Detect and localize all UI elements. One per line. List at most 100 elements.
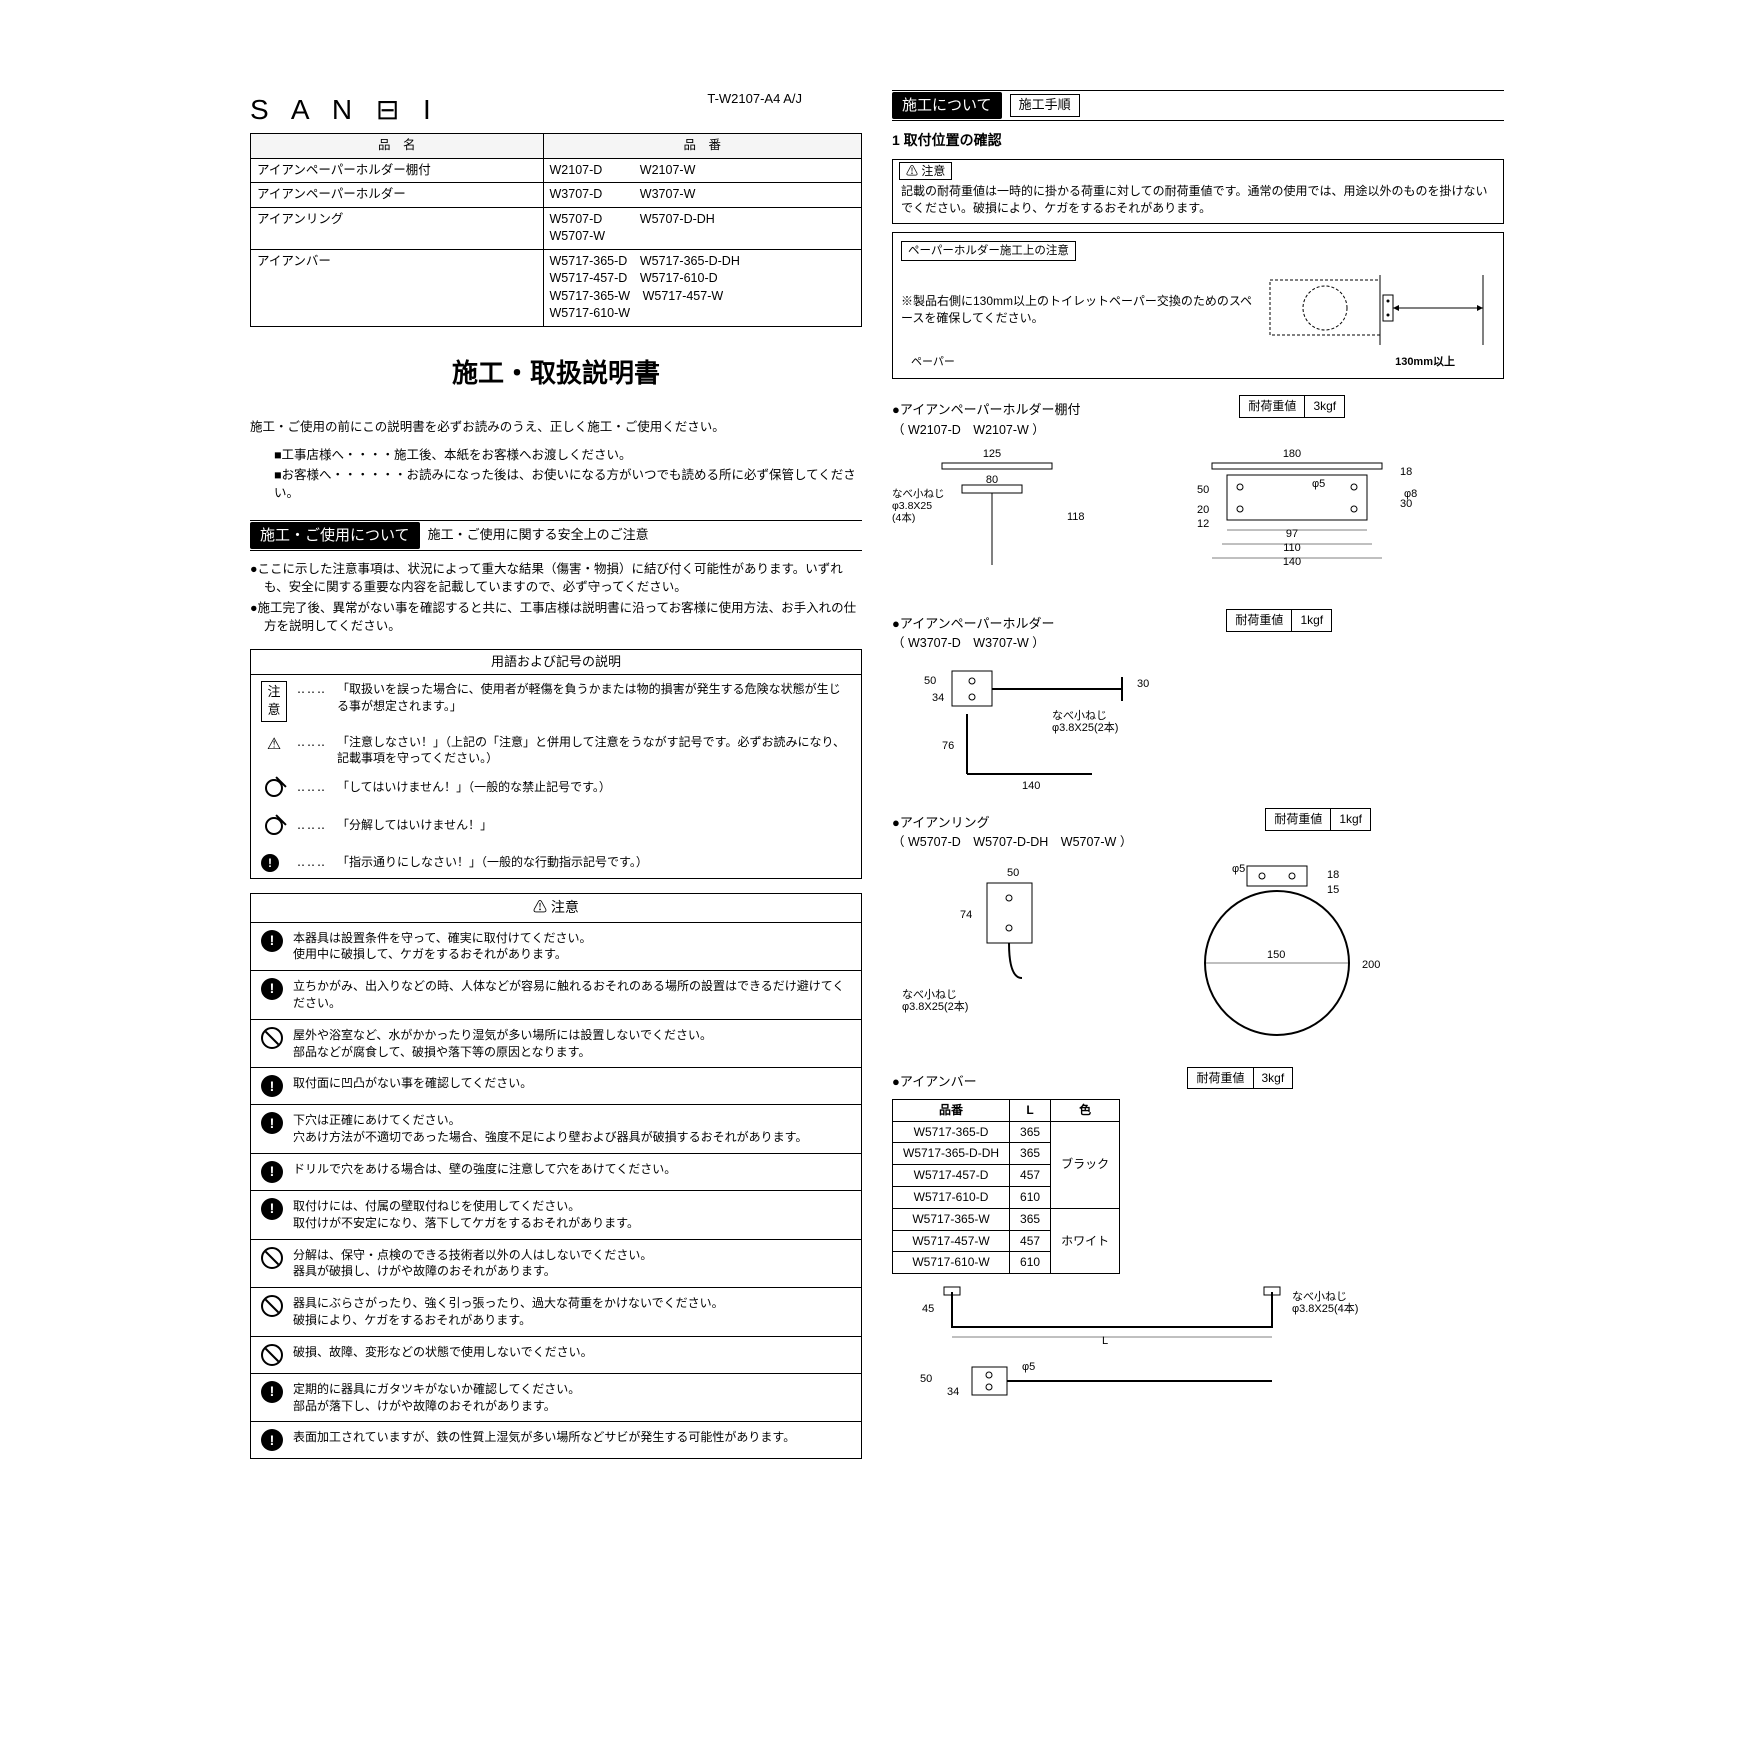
instruction-icon: ! [261, 1381, 283, 1403]
screw-label: なべ小ねじφ3.8X25(2本) [1052, 709, 1118, 734]
svg-text:74: 74 [960, 909, 972, 921]
table-row: W5717-365-D W5717-365-D-DH W5717-457-D W… [543, 249, 862, 326]
section-head-label: 施工について [892, 92, 1002, 119]
load-box: 耐荷重値1kgf [1226, 609, 1332, 632]
spec-codes: （ W2107-D W2107-W ） [892, 422, 1081, 440]
paper-space-diagram [1265, 265, 1495, 355]
load-box: 耐荷重値1kgf [1265, 808, 1371, 831]
step-title: 1 取付位置の確認 [892, 131, 1504, 151]
bullet-text: ●ここに示した注意事項は、状況によって重大な結果（傷害・物損）に結び付く可能性が… [250, 561, 862, 596]
product-table: 品 名 品 番 アイアンペーパーホルダー棚付W2107-D W2107-W アイ… [250, 133, 862, 327]
instruction-icon: ! [261, 930, 283, 952]
table-row: アイアンバー [251, 249, 544, 326]
p4-diagram: 45 L なべ小ねじφ3.8X25(4本) 50 34 φ5 [892, 1282, 1452, 1412]
table-row: W3707-D W3707-W [543, 183, 862, 208]
table-row: W2107-D W2107-W [543, 158, 862, 183]
caution-text: 屋外や浴室など、水がかかったり湿気が多い場所には設置しないでください。 部品など… [293, 1027, 851, 1061]
table-row: アイアンペーパーホルダー棚付 [251, 158, 544, 183]
svg-text:150: 150 [1267, 949, 1285, 961]
svg-text:φ5: φ5 [1232, 863, 1245, 875]
symbol-desc: 「注意しなさい！」（上記の「注意」と併用して注意をうながす記号です。必ずお読みに… [337, 734, 851, 768]
caution-word-icon: 注意 [261, 681, 287, 721]
svg-text:15: 15 [1327, 884, 1339, 896]
svg-text:φ5: φ5 [1312, 478, 1325, 490]
spec-name: ●アイアンペーパーホルダー棚付 [892, 401, 1081, 419]
section-head-sub: 施工手順 [1010, 94, 1080, 116]
table-row: W5707-D W5707-D-DH W5707-W [543, 207, 862, 249]
caution-text: 表面加工されていますが、鉄の性質上湿気が多い場所などサビが発生する可能性がありま… [293, 1429, 851, 1446]
caution-text: 分解は、保守・点検のできる技術者以外の人はしないでください。 器具が破損し、けが… [293, 1247, 851, 1281]
svg-text:30: 30 [1400, 498, 1412, 510]
symbol-desc: 「取扱いを誤った場合に、使用者が軽傷を負うかまたは物的損害が発生する危険な状態が… [337, 681, 851, 715]
warning-icon: ⚠ [261, 734, 287, 756]
svg-text:18: 18 [1400, 466, 1412, 478]
svg-text:125: 125 [983, 448, 1001, 460]
section-header: 施工について 施工手順 [892, 90, 1504, 121]
svg-text:12: 12 [1197, 518, 1209, 530]
caution-box: ⚠ 注意 ! 本器具は設置条件を守って、確実に取付けてください。 使用中に破損して… [250, 893, 862, 1459]
note-body: 記載の耐荷重値は一時的に掛かる荷重に対しての耐荷重値です。通常の使用では、用途以… [893, 179, 1503, 223]
caution-text: 取付けには、付属の壁取付ねじを使用してください。 取付けが不安定になり、落下して… [293, 1198, 851, 1232]
bar-table: 品番L色 W5717-365-D365ブラック W5717-365-D-DH36… [892, 1099, 1120, 1274]
svg-text:18: 18 [1327, 869, 1339, 881]
instruction-icon: ! [261, 978, 283, 1000]
caution-text: 破損、故障、変形などの状態で使用しないでください。 [293, 1344, 851, 1361]
caution-text: 本器具は設置条件を守って、確実に取付けてください。 使用中に破損して、ケガをする… [293, 930, 851, 964]
section-head-label: 施工・ご使用について [250, 522, 420, 549]
caution-note: ⚠ 注意 記載の耐荷重値は一時的に掛かる荷重に対しての耐荷重値です。通常の使用で… [892, 159, 1504, 224]
svg-text:50: 50 [1197, 484, 1209, 496]
svg-text:30: 30 [1137, 678, 1149, 690]
section-head-sub: 施工・ご使用に関する安全上のご注意 [428, 526, 649, 544]
svg-text:80: 80 [986, 474, 998, 486]
spec-name: ●アイアンバー [892, 1073, 977, 1091]
svg-text:34: 34 [932, 692, 944, 704]
page-title: 施工・取扱説明書 [250, 355, 862, 391]
diagram-text: ※製品右側に130mm以上のトイレットペーパー交換のためのスペースを確保してくだ… [901, 293, 1255, 327]
svg-text:50: 50 [1007, 867, 1019, 879]
prohibit-icon [261, 779, 287, 804]
no-disassemble-icon [261, 817, 287, 842]
paper-holder-note: ペーパーホルダー施工上の注意 ※製品右側に130mm以上のトイレットペーパー交換… [892, 232, 1504, 379]
dim-label: 130mm以上 [1395, 355, 1455, 370]
svg-text:50: 50 [924, 675, 936, 687]
svg-text:76: 76 [942, 740, 954, 752]
symbol-desc: 「分解してはいけません！」 [337, 817, 851, 834]
col-code: 品 番 [543, 134, 862, 159]
col-name: 品 名 [251, 134, 544, 159]
svg-text:50: 50 [920, 1373, 932, 1385]
caution-text: 取付面に凹凸がない事を確認してください。 [293, 1075, 851, 1092]
prohibit-icon [261, 1295, 283, 1317]
prohibit-icon [261, 1344, 283, 1366]
spec-codes: （ W5707-D W5707-D-DH W5707-W ） [892, 834, 1132, 852]
caution-text: ドリルで穴をあける場合は、壁の強度に注意して穴をあけてください。 [293, 1161, 851, 1178]
spec-name: ●アイアンリング [892, 814, 1132, 832]
caution-head: ⚠ 注意 [251, 894, 861, 923]
dim-label: ペーパー [911, 355, 955, 370]
instruction-icon: ! [261, 1112, 283, 1134]
instruction-icon: ! [261, 1198, 283, 1220]
p2-diagram: 50 34 30 なべ小ねじφ3.8X25(2本) 76 140 [892, 659, 1452, 794]
section-header: 施工・ご使用について 施工・ご使用に関する安全上のご注意 [250, 520, 862, 551]
caution-text: 立ちかがみ、出入りなどの時、人体などが容易に触れるおそれのある場所の設置はできる… [293, 978, 851, 1012]
symbol-legend-title: 用語および記号の説明 [251, 650, 861, 675]
load-box: 耐荷重値3kgf [1187, 1067, 1293, 1090]
svg-text:200: 200 [1362, 959, 1380, 971]
screw-label: なべ小ねじφ3.8X25(4本) [892, 488, 945, 524]
table-row: アイアンペーパーホルダー [251, 183, 544, 208]
spec-name: ●アイアンペーパーホルダー [892, 615, 1055, 633]
svg-text:φ5: φ5 [1022, 1361, 1035, 1373]
p1-diagram: 125 80 118 なべ小ねじφ3.8X25(4本) 180 18 φ5 φ8… [892, 445, 1452, 595]
svg-text:34: 34 [947, 1386, 959, 1398]
svg-text:45: 45 [922, 1303, 934, 1315]
table-row: アイアンリング [251, 207, 544, 249]
intro-sub: ■工事店様へ・・・・施工後、本紙をお客様へお渡しください。 [250, 447, 862, 465]
intro-text: 施工・ご使用の前にこの説明書を必ずお読みのうえ、正しく施工・ご使用ください。 [250, 419, 862, 437]
symbol-desc: 「してはいけません！」（一般的な禁止記号です。） [337, 779, 851, 796]
instruction-icon: ! [261, 1075, 283, 1097]
diagram-title: ペーパーホルダー施工上の注意 [901, 241, 1076, 261]
caution-text: 器具にぶらさがったり、強く引っ張ったり、過大な荷重をかけないでください。 破損に… [293, 1295, 851, 1329]
prohibit-icon [261, 1247, 283, 1269]
instruction-icon: ! [261, 854, 287, 872]
caution-text: 定期的に器具にガタツキがないか確認してください。 部品が落下し、けがや故障のおそ… [293, 1381, 851, 1415]
load-box: 耐荷重値3kgf [1239, 395, 1345, 418]
